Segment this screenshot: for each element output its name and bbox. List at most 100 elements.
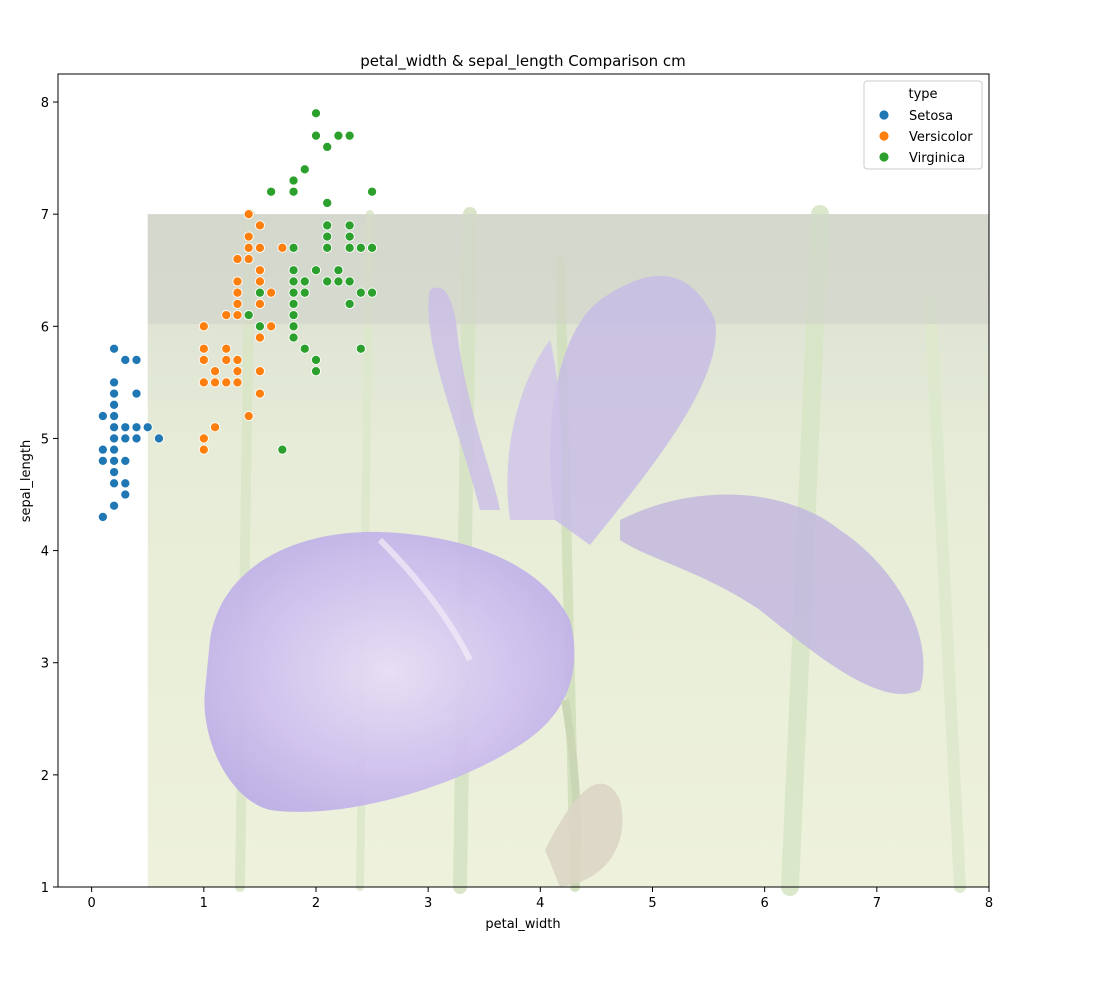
x-tick-label: 0 <box>88 896 96 911</box>
data-point <box>120 455 131 466</box>
legend-label: Virginica <box>909 151 965 166</box>
data-point <box>355 242 366 253</box>
data-point <box>266 287 277 298</box>
y-tick-label: 6 <box>41 320 49 335</box>
data-point <box>288 265 299 276</box>
data-point <box>232 354 243 366</box>
data-point <box>97 455 108 466</box>
data-point <box>344 231 355 242</box>
data-point <box>243 410 254 422</box>
data-point <box>131 354 142 366</box>
data-point <box>266 321 277 332</box>
data-point <box>97 410 108 422</box>
data-point <box>367 242 378 253</box>
data-point <box>198 354 209 366</box>
data-point <box>277 242 288 253</box>
data-point <box>254 276 265 287</box>
data-point <box>209 422 221 433</box>
data-point <box>299 276 310 287</box>
data-point <box>344 276 355 287</box>
data-point <box>209 366 221 377</box>
data-point <box>232 253 243 265</box>
data-point <box>232 276 243 287</box>
legend-marker <box>878 130 890 142</box>
data-point <box>243 253 254 265</box>
legend-item-virginica: Virginica <box>878 151 965 166</box>
data-point <box>243 231 254 242</box>
x-axis-label: petal_width <box>485 917 560 932</box>
data-point <box>232 287 243 298</box>
data-point <box>367 287 378 298</box>
series-virginica <box>243 108 378 455</box>
data-points <box>97 108 378 522</box>
data-point <box>131 388 142 399</box>
iris-photo-background <box>147 205 990 896</box>
y-tick-label: 7 <box>41 208 49 223</box>
data-point <box>109 388 120 399</box>
data-point <box>288 175 299 186</box>
data-point <box>367 186 378 197</box>
data-point <box>333 265 344 276</box>
data-point <box>288 310 299 321</box>
data-point <box>109 399 120 410</box>
data-point <box>198 444 209 455</box>
data-point <box>109 455 120 466</box>
data-point <box>198 343 209 354</box>
legend-item-versicolor: Versicolor <box>878 130 973 145</box>
data-point <box>310 265 322 276</box>
legend-label: Setosa <box>909 109 953 124</box>
legend-title: type <box>908 87 937 102</box>
data-point <box>221 310 232 321</box>
data-point <box>266 186 277 197</box>
legend-marker <box>878 109 890 121</box>
data-point <box>198 433 209 444</box>
x-tick-label: 3 <box>424 896 432 911</box>
data-point <box>254 242 265 253</box>
data-point <box>288 298 299 309</box>
data-point <box>288 276 299 287</box>
x-tick-label: 4 <box>536 896 544 911</box>
data-point <box>254 265 265 276</box>
data-point <box>344 130 355 141</box>
data-point <box>97 444 108 455</box>
data-point <box>198 377 209 388</box>
legend: type Setosa Versicolor Virginica <box>863 80 983 170</box>
data-point <box>120 354 131 366</box>
data-point <box>288 242 299 253</box>
y-tick-label: 1 <box>41 881 49 896</box>
data-point <box>254 321 265 332</box>
plot-frame <box>57 73 990 888</box>
data-point <box>120 433 131 444</box>
x-tick-label: 1 <box>200 896 208 911</box>
data-point <box>254 366 265 377</box>
data-point <box>232 377 243 388</box>
data-point <box>142 422 153 433</box>
y-axis-label: sepal_length <box>19 440 34 523</box>
data-point <box>131 422 142 433</box>
data-point <box>109 377 120 388</box>
data-point <box>232 298 243 309</box>
data-point <box>109 444 120 455</box>
data-point <box>120 489 131 500</box>
data-point <box>322 231 333 242</box>
data-point <box>288 321 299 332</box>
data-point <box>97 511 108 522</box>
data-point <box>120 422 131 433</box>
data-point <box>322 242 333 253</box>
data-point <box>232 366 243 377</box>
x-tick-label: 7 <box>873 896 881 911</box>
x-tick-label: 5 <box>648 896 656 911</box>
data-point <box>221 354 232 366</box>
data-point <box>355 287 366 298</box>
data-point <box>288 332 299 343</box>
data-point <box>355 343 366 354</box>
data-point <box>120 478 131 489</box>
x-axis-ticks: 0 1 2 3 4 5 6 7 8 <box>88 887 993 911</box>
x-tick-label: 8 <box>985 896 993 911</box>
data-point <box>243 242 254 253</box>
data-point <box>344 298 355 309</box>
data-point <box>333 276 344 287</box>
x-tick-label: 6 <box>761 896 769 911</box>
data-point <box>198 321 209 332</box>
data-point <box>254 332 265 343</box>
